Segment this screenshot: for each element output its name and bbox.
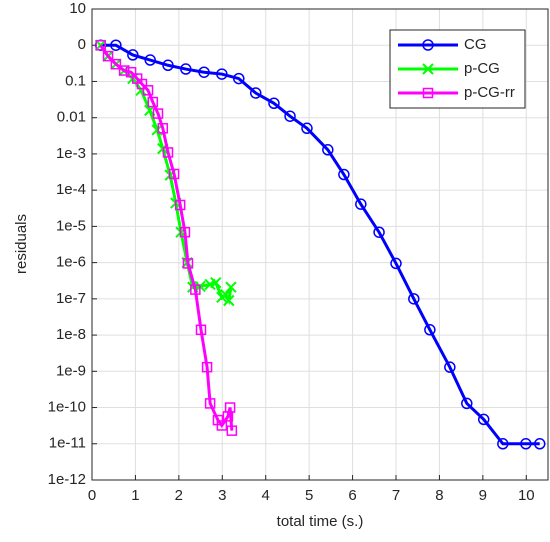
marker <box>152 108 164 119</box>
x-tick-label: 0 <box>88 487 96 504</box>
marker <box>195 324 207 336</box>
x-tick-label: 5 <box>305 487 313 504</box>
marker <box>157 123 169 134</box>
marker <box>182 258 194 269</box>
y-axis-label: residuals <box>13 214 30 274</box>
marker <box>422 87 434 99</box>
marker <box>168 168 180 180</box>
y-tick-label: 1e-7 <box>56 290 86 307</box>
marker <box>422 39 434 51</box>
marker <box>322 144 334 156</box>
marker <box>461 397 473 410</box>
marker <box>497 438 509 450</box>
marker <box>198 66 210 78</box>
marker <box>102 50 114 62</box>
marker <box>179 226 191 238</box>
marker <box>408 293 420 305</box>
y-tick-label: 1e-3 <box>56 145 86 162</box>
y-tick-label: 0.01 <box>57 109 86 126</box>
marker <box>190 284 201 295</box>
marker <box>201 361 213 373</box>
x-tick-label: 2 <box>175 487 183 504</box>
marker <box>268 97 280 110</box>
marker <box>127 49 139 61</box>
marker <box>355 198 367 210</box>
plot-frame <box>91 8 549 481</box>
legend-label: p-CG-rr <box>464 84 515 101</box>
x-tick-label: 1 <box>131 487 139 504</box>
marker <box>125 66 137 78</box>
series-line <box>100 43 540 446</box>
marker <box>477 413 490 426</box>
marker <box>249 87 262 99</box>
marker <box>136 78 148 90</box>
marker <box>520 438 532 450</box>
y-tick-label: 0.1 <box>65 72 86 89</box>
x-tick-label: 4 <box>262 487 270 504</box>
marker <box>223 294 235 307</box>
y-tick-label: 1e-6 <box>56 254 86 271</box>
marker <box>422 63 434 75</box>
marker <box>373 226 385 238</box>
marker <box>147 96 159 108</box>
x-tick-label: 3 <box>218 487 226 504</box>
x-axis-label: total time (s.) <box>277 513 364 530</box>
x-tick-label: 9 <box>479 487 487 504</box>
marker <box>226 425 238 436</box>
marker <box>118 65 130 76</box>
marker <box>220 289 232 301</box>
marker <box>142 85 154 96</box>
marker <box>204 398 216 409</box>
marker <box>216 420 228 431</box>
marker <box>444 361 456 373</box>
marker <box>533 438 546 450</box>
y-tick-label: 1e-12 <box>48 471 86 488</box>
y-tick-label: 1e-8 <box>56 326 86 343</box>
x-tick-label: 8 <box>435 487 443 504</box>
x-tick-label: 6 <box>348 487 356 504</box>
y-tick-label: 1e-5 <box>56 217 86 234</box>
marker <box>224 402 236 413</box>
y-tick-label: 1e-10 <box>48 399 86 416</box>
marker <box>216 68 228 80</box>
marker <box>162 147 174 158</box>
marker <box>301 122 313 135</box>
y-tick-label: 1e-9 <box>56 362 86 379</box>
marker <box>233 72 245 85</box>
marker <box>424 324 436 336</box>
marker <box>210 276 222 289</box>
marker <box>144 54 156 66</box>
marker <box>162 59 174 72</box>
x-tick-label: 10 <box>518 487 535 504</box>
y-tick-label: 0 <box>78 36 86 53</box>
y-tick-label: 1e-11 <box>49 435 86 452</box>
legend-label: p-CG <box>464 60 500 77</box>
series-line <box>99 44 234 431</box>
marker <box>338 168 350 181</box>
marker <box>110 39 122 51</box>
y-tick-label: 1e-4 <box>56 181 86 198</box>
marker <box>390 257 402 270</box>
x-tick-label: 7 <box>392 487 400 504</box>
legend-label: CG <box>464 36 487 53</box>
y-tick-label: 10 <box>69 0 86 17</box>
marker <box>95 39 106 51</box>
marker <box>110 58 122 70</box>
marker <box>174 199 186 211</box>
marker <box>284 110 296 122</box>
marker <box>180 63 192 75</box>
marker <box>225 281 237 293</box>
